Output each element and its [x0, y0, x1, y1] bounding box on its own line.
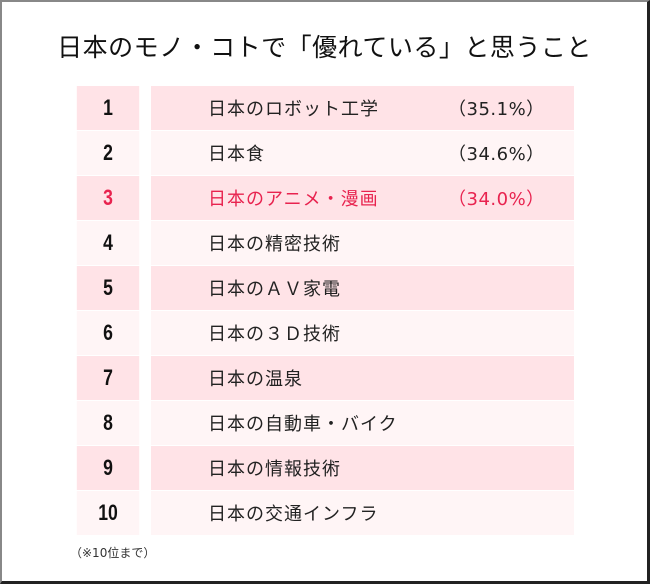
- item-cell: 日本の３Ｄ技術: [151, 311, 574, 355]
- item-label: 日本の３Ｄ技術: [208, 324, 341, 345]
- item-percent: （34.6%）: [448, 144, 545, 165]
- rank-cell: 5: [76, 266, 140, 310]
- rank-cell: 1: [76, 86, 140, 130]
- rank-cell: 4: [76, 221, 140, 265]
- item-cell: 日本の自動車・バイク: [151, 401, 574, 445]
- item-cell: 日本の情報技術: [151, 446, 574, 490]
- footnote: （※10位まで）: [70, 546, 156, 560]
- rank-cell: 9: [76, 446, 140, 490]
- rank-cell: 2: [76, 131, 140, 175]
- table-row: 9 日本の情報技術: [69, 446, 574, 490]
- item-label: 日本の温泉: [208, 369, 303, 390]
- item-label: 日本のロボット工学: [208, 99, 379, 120]
- chart-title: 日本のモノ・コトで「優れている」と思うこと: [57, 33, 592, 62]
- rank-cell: 3: [76, 176, 140, 220]
- rank-cell: 10: [76, 491, 140, 535]
- item-cell: 日本のロボット工学 （35.1%）: [151, 86, 574, 130]
- item-percent: （35.1%）: [448, 99, 545, 120]
- item-percent: （34.0%）: [448, 189, 545, 210]
- table-row: 4 日本の精密技術: [69, 221, 574, 265]
- table-row: 7 日本の温泉: [69, 356, 574, 400]
- item-label: 日本の情報技術: [208, 459, 341, 480]
- item-cell: 日本の交通インフラ: [151, 491, 574, 535]
- item-label: 日本のアニメ・漫画: [208, 189, 379, 210]
- table-row: 10 日本の交通インフラ: [69, 491, 574, 535]
- table-row: 8 日本の自動車・バイク: [69, 401, 574, 445]
- item-label: 日本の交通インフラ: [208, 504, 379, 525]
- rank-cell: 6: [76, 311, 140, 355]
- item-label: 日本の自動車・バイク: [208, 414, 398, 435]
- table-row: 1 日本のロボット工学 （35.1%）: [69, 86, 574, 130]
- item-label: 日本の精密技術: [208, 234, 341, 255]
- item-label: 日本のＡＶ家電: [208, 279, 341, 300]
- rank-cell: 7: [76, 356, 140, 400]
- table-row-highlighted: 3 日本のアニメ・漫画 （34.0%）: [69, 176, 574, 220]
- ranking-table: 1 日本のロボット工学 （35.1%） 2 日本食 （34.6%） 3 日本のアニメ…: [69, 86, 574, 536]
- table-row: 6 日本の３Ｄ技術: [69, 311, 574, 355]
- item-cell: 日本の精密技術: [151, 221, 574, 265]
- item-cell: 日本のアニメ・漫画 （34.0%）: [151, 176, 574, 220]
- item-label: 日本食: [208, 144, 265, 165]
- rank-cell: 8: [76, 401, 140, 445]
- item-cell: 日本の温泉: [151, 356, 574, 400]
- item-cell: 日本のＡＶ家電: [151, 266, 574, 310]
- table-row: 2 日本食 （34.6%）: [69, 131, 574, 175]
- table-row: 5 日本のＡＶ家電: [69, 266, 574, 310]
- item-cell: 日本食 （34.6%）: [151, 131, 574, 175]
